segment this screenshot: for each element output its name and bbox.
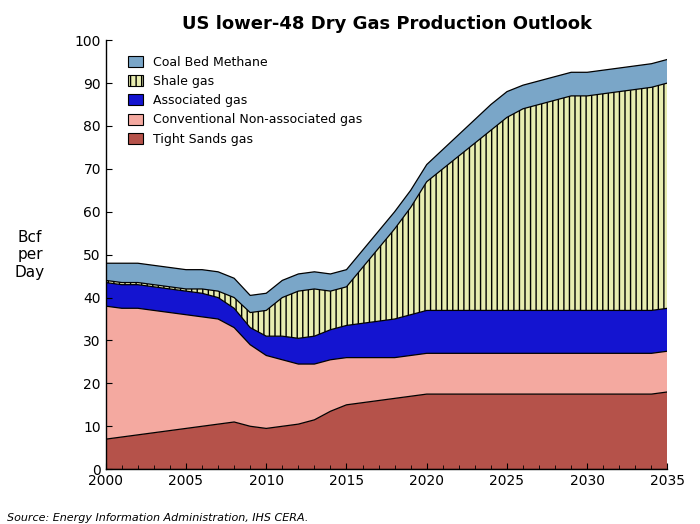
Text: Source: Energy Information Administration, IHS CERA.: Source: Energy Information Administratio… xyxy=(7,514,309,523)
Title: US lower-48 Dry Gas Production Outlook: US lower-48 Dry Gas Production Outlook xyxy=(181,15,592,33)
Y-axis label: Bcf
per
Day: Bcf per Day xyxy=(15,230,45,279)
Legend: Coal Bed Methane, Shale gas, Associated gas, Conventional Non-associated gas, Ti: Coal Bed Methane, Shale gas, Associated … xyxy=(123,51,368,151)
